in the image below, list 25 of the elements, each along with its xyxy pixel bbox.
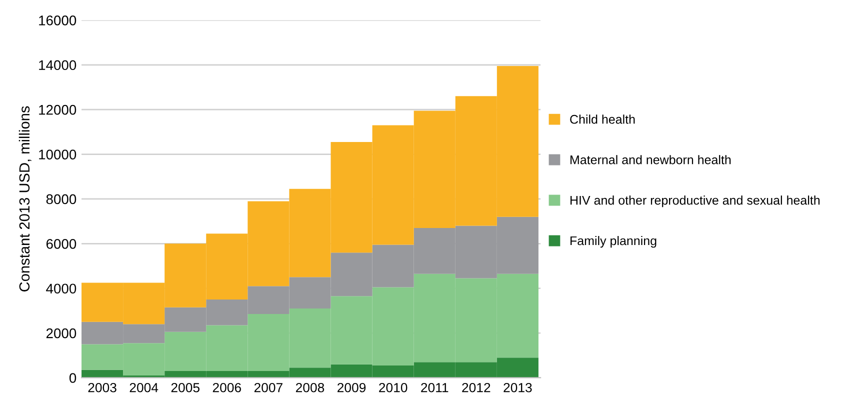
x-tick-label: 2012 [462,382,490,392]
x-tick-label: 2010 [379,382,408,392]
x-tick-label: 2007 [254,382,282,392]
y-tick-label: 6000 [46,238,76,249]
legend-label: HIV and other reproductive and sexual health [570,196,820,208]
y-tick-label: 0 [69,373,76,383]
legend-label: Maternal and newborn health [570,155,731,164]
y-tick-label: 2000 [46,328,76,338]
x-tick-label: 2009 [338,382,366,392]
y-tick-label: 14000 [39,60,76,70]
x-tick-label: 2006 [212,382,241,392]
y-tick-label: 8000 [46,194,76,204]
x-tick-label: 2011 [421,382,448,392]
y-tick-label: 4000 [46,284,76,294]
y-axis-title: Constant 2013 USD, millions [18,106,32,292]
x-tick-label: 2004 [130,382,158,392]
y-tick-label: 10000 [39,150,76,160]
legend-label: Family planning [570,236,656,248]
y-tick-label: 16000 [39,16,76,26]
x-tick-label: 2008 [296,382,324,392]
x-tick-label: 2013 [504,382,532,392]
legend-label: Child health [570,114,635,124]
x-tick-label: 2005 [171,382,200,392]
x-tick-label: 2003 [88,382,116,392]
y-tick-label: 12000 [39,104,76,115]
